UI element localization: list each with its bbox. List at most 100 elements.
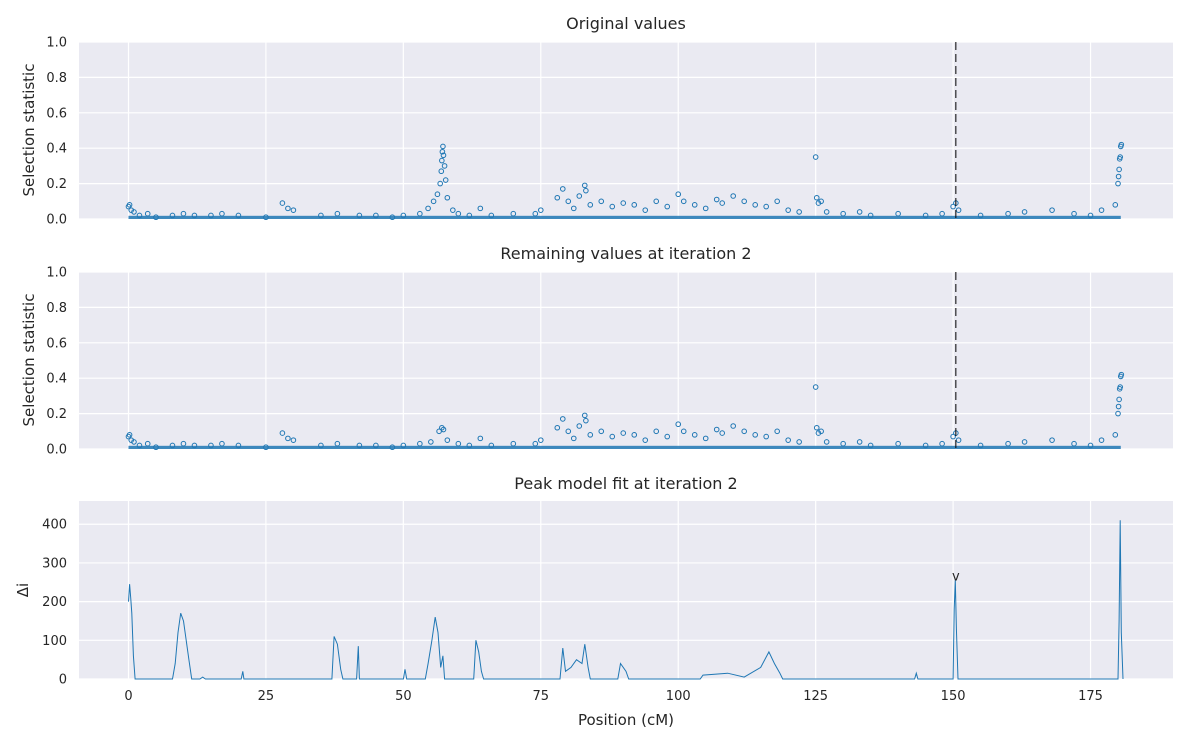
y-tick-label: 0.8 — [46, 301, 67, 316]
data-point — [208, 442, 214, 449]
data-point — [664, 203, 671, 210]
data-point — [290, 437, 297, 443]
data-point — [438, 168, 445, 175]
data-point — [466, 442, 473, 449]
data-point — [653, 428, 660, 435]
data-point — [532, 210, 539, 217]
data-point — [664, 433, 671, 440]
data-point — [318, 442, 324, 449]
data-point — [867, 212, 874, 219]
data-point — [823, 439, 830, 445]
data-point — [565, 198, 572, 205]
y-tick-label: 0.2 — [46, 177, 67, 192]
data-point — [318, 212, 324, 219]
data-point — [813, 424, 820, 431]
data-markers — [125, 371, 1125, 451]
data-point — [730, 193, 737, 199]
data-point — [576, 193, 583, 199]
data-point — [620, 430, 627, 436]
data-point — [840, 210, 846, 217]
data-point — [537, 207, 544, 213]
data-point — [840, 440, 846, 447]
data-point — [950, 203, 956, 210]
peak-marker: v — [952, 570, 960, 585]
data-point — [373, 212, 379, 219]
data-point — [263, 214, 269, 221]
y-tick-label: 0.0 — [46, 213, 67, 228]
data-point — [598, 198, 605, 205]
y-tick-label: 1.0 — [46, 266, 67, 281]
data-point — [235, 442, 242, 449]
data-point — [818, 198, 824, 205]
data-point — [1115, 410, 1121, 417]
data-point — [235, 212, 242, 219]
data-point — [763, 433, 769, 440]
data-point — [1116, 166, 1122, 173]
chart-title: Remaining values at iteration 2 — [500, 244, 751, 263]
data-point — [477, 205, 484, 212]
data-point — [488, 212, 495, 219]
y-tick-label: 1.0 — [46, 36, 67, 51]
data-point — [1049, 437, 1055, 443]
data-point — [180, 210, 187, 217]
data-point — [1005, 210, 1011, 217]
y-tick-label: 0.0 — [46, 443, 67, 458]
plot-area — [79, 501, 1173, 679]
y-tick-labels: 0.0 0.2 0.4 0.6 0.8 1.0 — [46, 36, 67, 228]
panel-original-values: 0.0 0.2 0.4 0.6 0.8 1.0 Original values Selec… — [20, 14, 1173, 228]
y-tick-label: 0.2 — [46, 407, 67, 422]
data-point — [818, 428, 824, 435]
panel-remaining-values: 0.0 0.2 0.4 0.6 0.8 1.0 Remaining values at i… — [20, 244, 1173, 458]
data-point — [785, 207, 791, 213]
data-point — [285, 435, 291, 442]
x-tick-label: 25 — [258, 689, 275, 704]
data-point — [763, 203, 769, 210]
data-point — [642, 437, 649, 443]
data-point — [466, 212, 473, 219]
plot-area — [79, 272, 1173, 449]
data-point — [583, 417, 589, 424]
data-point — [559, 416, 566, 422]
y-tick-label: 200 — [42, 595, 67, 610]
data-point — [191, 442, 198, 449]
data-point — [455, 440, 462, 447]
data-point — [131, 209, 137, 215]
y-tick-labels: 0 100 200 300 400 — [42, 518, 67, 688]
x-tick-label: 50 — [395, 689, 412, 704]
data-point — [440, 152, 447, 159]
data-point — [609, 203, 616, 210]
data-point — [455, 210, 462, 217]
data-point — [570, 205, 577, 212]
x-tick-labels: 0 25 50 75 100 125 150 175 — [124, 689, 1103, 704]
data-point — [440, 143, 446, 150]
data-point — [867, 442, 874, 449]
y-tick-labels: 0.0 0.2 0.4 0.6 0.8 1.0 — [46, 266, 67, 458]
data-point — [510, 210, 517, 217]
x-tick-label: 0 — [124, 689, 132, 704]
y-tick-label: 0.6 — [46, 336, 67, 351]
data-point — [823, 209, 830, 215]
data-point — [144, 440, 151, 447]
data-point — [702, 435, 709, 442]
data-point — [279, 200, 286, 206]
data-point — [488, 442, 495, 449]
data-point — [219, 210, 225, 217]
data-point — [977, 442, 984, 449]
data-point — [1118, 141, 1125, 148]
data-point — [126, 202, 133, 208]
data-point — [1115, 173, 1122, 180]
data-point — [425, 205, 431, 212]
baseline-band — [128, 445, 1121, 449]
data-point — [153, 214, 159, 221]
data-point — [1098, 207, 1105, 213]
data-point — [774, 428, 780, 435]
data-point — [180, 440, 187, 447]
data-point — [131, 439, 137, 445]
data-point — [741, 198, 747, 205]
data-point — [334, 210, 341, 217]
data-point — [444, 194, 451, 201]
data-point — [950, 433, 956, 440]
series-line — [128, 520, 1124, 680]
data-point — [1049, 207, 1055, 213]
